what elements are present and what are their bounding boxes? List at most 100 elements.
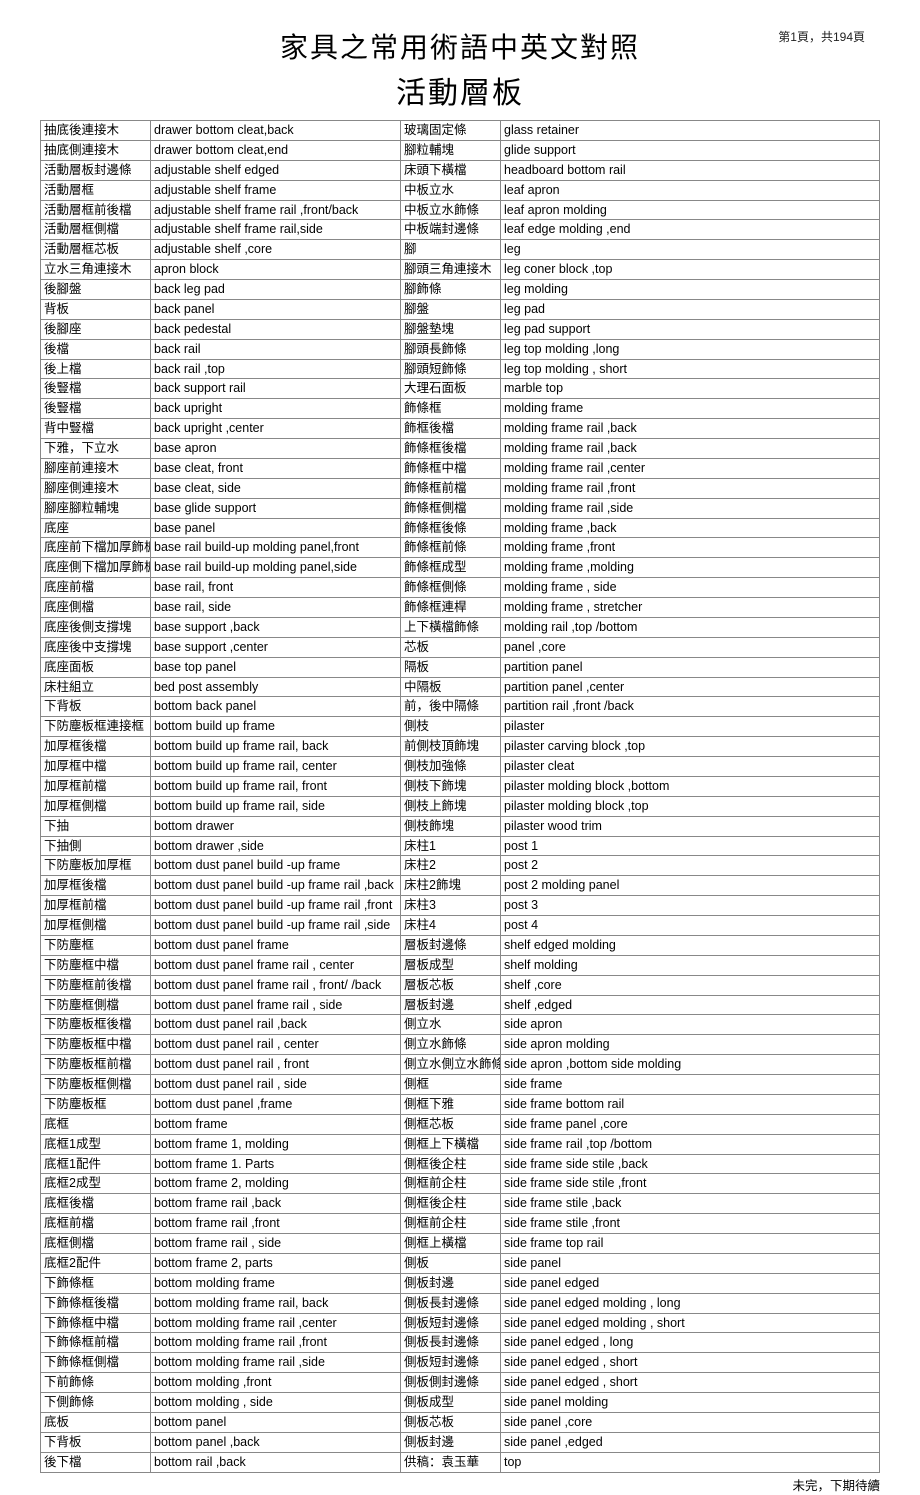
- table-cell: side frame: [501, 1075, 880, 1095]
- table-row: 後豎檔back support rail大理石面板marble top: [41, 379, 880, 399]
- table-cell: side panel edged , long: [501, 1333, 880, 1353]
- table-cell: 飾框後檔: [401, 419, 501, 439]
- table-cell: 下抽: [41, 816, 151, 836]
- table-cell: leg pad: [501, 299, 880, 319]
- table-cell: pilaster molding block ,top: [501, 796, 880, 816]
- table-cell: bottom dust panel ,frame: [151, 1094, 401, 1114]
- table-cell: back upright ,center: [151, 419, 401, 439]
- table-row: 底框bottom frame側框芯板side frame panel ,core: [41, 1114, 880, 1134]
- table-cell: 側框上橫檔: [401, 1234, 501, 1254]
- table-cell: bottom dust panel frame rail , center: [151, 955, 401, 975]
- table-cell: base support ,center: [151, 637, 401, 657]
- table-cell: back pedestal: [151, 319, 401, 339]
- table-cell: 加厚框後檔: [41, 737, 151, 757]
- table-row: 下防塵板框連接框bottom build up frame側枝pilaster: [41, 717, 880, 737]
- table-cell: molding frame rail ,back: [501, 439, 880, 459]
- table-cell: shelf edged molding: [501, 935, 880, 955]
- table-cell: bottom molding frame: [151, 1273, 401, 1293]
- table-row: 腳座側連接木base cleat, side飾條框前檔molding frame…: [41, 478, 880, 498]
- table-cell: 芯板: [401, 637, 501, 657]
- table-cell: 飾條框前檔: [401, 478, 501, 498]
- table-row: 下防塵框側檔bottom dust panel frame rail , sid…: [41, 995, 880, 1015]
- table-row: 後腳座back pedestal腳盤墊塊leg pad support: [41, 319, 880, 339]
- table-cell: side frame panel ,core: [501, 1114, 880, 1134]
- table-cell: bottom build up frame rail, center: [151, 757, 401, 777]
- table-cell: 底框前檔: [41, 1214, 151, 1234]
- table-cell: partition rail ,front /back: [501, 697, 880, 717]
- table-cell: 活動層框側檔: [41, 220, 151, 240]
- table-cell: bottom dust panel rail , center: [151, 1035, 401, 1055]
- table-cell: bottom dust panel frame rail , side: [151, 995, 401, 1015]
- table-cell: side apron: [501, 1015, 880, 1035]
- table-cell: 腳: [401, 240, 501, 260]
- table-cell: pilaster wood trim: [501, 816, 880, 836]
- page-info: 第1頁，共194頁: [778, 28, 865, 45]
- table-cell: post 4: [501, 916, 880, 936]
- table-cell: 腳座腳粒輔塊: [41, 498, 151, 518]
- table-cell: bottom molding frame rail ,front: [151, 1333, 401, 1353]
- table-row: 下飾條框後檔bottom molding frame rail, back側板長…: [41, 1293, 880, 1313]
- table-cell: bottom build up frame rail, front: [151, 776, 401, 796]
- table-row: 下防塵板框後檔bottom dust panel rail ,back側立水si…: [41, 1015, 880, 1035]
- table-cell: 底框2成型: [41, 1174, 151, 1194]
- table-row: 底座前下檔加厚飾板base rail build-up molding pane…: [41, 538, 880, 558]
- table-row: 抽底側連接木drawer bottom cleat,end腳粒輔塊glide s…: [41, 140, 880, 160]
- table-row: 下防塵框bottom dust panel frame層板封邊條shelf ed…: [41, 935, 880, 955]
- table-cell: 下抽側: [41, 836, 151, 856]
- table-cell: molding frame: [501, 399, 880, 419]
- table-cell: side panel ,core: [501, 1412, 880, 1432]
- table-cell: bottom dust panel build -up frame rail ,…: [151, 896, 401, 916]
- table-cell: 立水三角連接木: [41, 260, 151, 280]
- table-cell: 側板封邊: [401, 1273, 501, 1293]
- table-cell: 加厚框中檔: [41, 757, 151, 777]
- table-cell: pilaster molding block ,bottom: [501, 776, 880, 796]
- table-cell: 加厚框前檔: [41, 896, 151, 916]
- table-cell: 底框2配件: [41, 1253, 151, 1273]
- table-cell: bottom molding ,front: [151, 1373, 401, 1393]
- table-cell: shelf ,edged: [501, 995, 880, 1015]
- table-cell: 中隔板: [401, 677, 501, 697]
- table-cell: bottom drawer ,side: [151, 836, 401, 856]
- table-row: 加厚框中檔bottom build up frame rail, center側…: [41, 757, 880, 777]
- table-cell: bed post assembly: [151, 677, 401, 697]
- table-cell: bottom build up frame rail, back: [151, 737, 401, 757]
- table-cell: bottom frame 1, molding: [151, 1134, 401, 1154]
- table-cell: 飾條框後條: [401, 518, 501, 538]
- table-cell: 飾條框成型: [401, 558, 501, 578]
- table-cell: 側框後企柱: [401, 1154, 501, 1174]
- table-cell: bottom dust panel rail ,back: [151, 1015, 401, 1035]
- table-row: 下雅，下立水base apron飾條框後檔molding frame rail …: [41, 439, 880, 459]
- table-cell: 底框1成型: [41, 1134, 151, 1154]
- table-cell: bottom frame rail ,front: [151, 1214, 401, 1234]
- table-cell: 後腳盤: [41, 280, 151, 300]
- table-cell: base panel: [151, 518, 401, 538]
- table-cell: 飾條框前條: [401, 538, 501, 558]
- table-cell: 腳頭短飾條: [401, 359, 501, 379]
- table-cell: 底框: [41, 1114, 151, 1134]
- table-cell: 玻璃固定條: [401, 121, 501, 141]
- table-cell: 側框前企柱: [401, 1214, 501, 1234]
- table-cell: side frame side stile ,front: [501, 1174, 880, 1194]
- table-row: 底框前檔bottom frame rail ,front側框前企柱side fr…: [41, 1214, 880, 1234]
- table-cell: back leg pad: [151, 280, 401, 300]
- table-cell: 側板封邊: [401, 1432, 501, 1452]
- table-cell: bottom frame rail ,back: [151, 1194, 401, 1214]
- table-cell: 底板: [41, 1412, 151, 1432]
- table-row: 下側飾條bottom molding , side側板成型side panel …: [41, 1393, 880, 1413]
- table-cell: 供稿：袁玉華: [401, 1452, 501, 1472]
- table-cell: 腳座前連接木: [41, 458, 151, 478]
- table-cell: side frame rail ,top /bottom: [501, 1134, 880, 1154]
- table-cell: molding frame , stretcher: [501, 598, 880, 618]
- table-cell: molding frame rail ,front: [501, 478, 880, 498]
- table-cell: 腳盤: [401, 299, 501, 319]
- table-cell: post 2: [501, 856, 880, 876]
- table-row: 下防塵框中檔bottom dust panel frame rail , cen…: [41, 955, 880, 975]
- table-cell: 下防塵板框: [41, 1094, 151, 1114]
- table-cell: 底座前下檔加厚飾板: [41, 538, 151, 558]
- table-cell: 下飾條框前檔: [41, 1333, 151, 1353]
- table-cell: 側枝: [401, 717, 501, 737]
- table-cell: 下飾條框: [41, 1273, 151, 1293]
- table-cell: 下防塵板框前檔: [41, 1055, 151, 1075]
- table-row: 加厚框前檔bottom dust panel build -up frame r…: [41, 896, 880, 916]
- table-cell: 側板側封邊條: [401, 1373, 501, 1393]
